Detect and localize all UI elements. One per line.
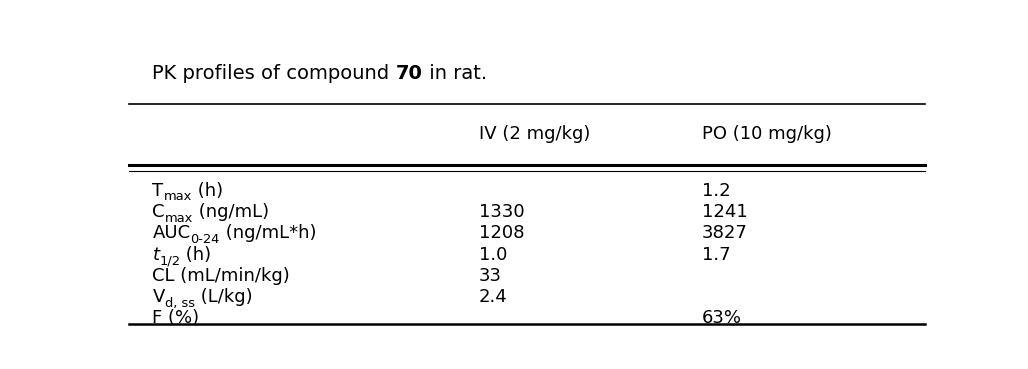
Text: IV (2 mg/kg): IV (2 mg/kg) xyxy=(479,125,590,143)
Text: t: t xyxy=(152,245,159,263)
Text: 63%: 63% xyxy=(702,310,742,327)
Text: (ng/mL): (ng/mL) xyxy=(193,203,269,221)
Text: V: V xyxy=(152,288,164,306)
Text: CL (mL/min/kg): CL (mL/min/kg) xyxy=(152,267,290,285)
Text: T: T xyxy=(152,182,163,200)
Text: 3827: 3827 xyxy=(702,224,748,242)
Text: F (%): F (%) xyxy=(152,310,199,327)
Text: (h): (h) xyxy=(192,182,223,200)
Text: 1208: 1208 xyxy=(479,224,524,242)
Text: 1241: 1241 xyxy=(702,203,748,221)
Text: C: C xyxy=(152,203,164,221)
Text: d, ss: d, ss xyxy=(164,297,194,310)
Text: (h): (h) xyxy=(180,245,212,263)
Text: 70: 70 xyxy=(396,64,423,83)
Text: 1.2: 1.2 xyxy=(702,182,731,200)
Text: 33: 33 xyxy=(479,267,502,285)
Text: (ng/mL*h): (ng/mL*h) xyxy=(220,224,317,242)
Text: PO (10 mg/kg): PO (10 mg/kg) xyxy=(702,125,832,143)
Text: in rat.: in rat. xyxy=(423,64,487,83)
Text: 1/2: 1/2 xyxy=(159,254,180,267)
Text: 1.7: 1.7 xyxy=(702,245,731,263)
Text: 1330: 1330 xyxy=(479,203,524,221)
Text: max: max xyxy=(163,190,192,203)
Text: 1.0: 1.0 xyxy=(479,245,508,263)
Text: max: max xyxy=(164,212,193,225)
Text: AUC: AUC xyxy=(152,224,190,242)
Text: 0-24: 0-24 xyxy=(190,233,220,246)
Text: PK profiles of compound: PK profiles of compound xyxy=(152,64,396,83)
Text: 2.4: 2.4 xyxy=(479,288,508,306)
Text: (L/kg): (L/kg) xyxy=(194,288,253,306)
